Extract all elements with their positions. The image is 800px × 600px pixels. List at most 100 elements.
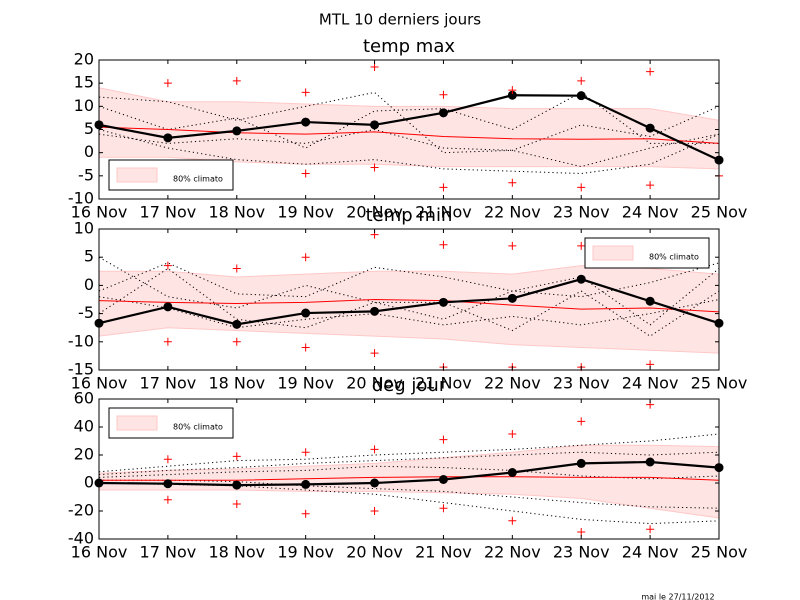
plus-marker xyxy=(232,76,241,85)
plus-marker xyxy=(508,178,517,187)
point-marker xyxy=(507,90,517,100)
x-tick-label: 21 Nov xyxy=(415,374,472,393)
member-line xyxy=(99,479,720,509)
y-tick-label: -20 xyxy=(68,501,94,520)
x-tick-label: 24 Nov xyxy=(622,203,679,222)
x-tick-label: 16 Nov xyxy=(71,374,128,393)
legend-frame xyxy=(108,407,234,439)
x-tick-label: 17 Nov xyxy=(140,203,197,222)
legend-frame xyxy=(584,237,710,269)
plus-marker xyxy=(301,509,310,518)
plus-marker xyxy=(439,90,448,99)
plus-marker xyxy=(301,448,310,457)
point-marker xyxy=(232,319,242,329)
axes-title: temp max xyxy=(363,36,455,57)
legend-label: 80% climato xyxy=(173,175,223,184)
plus-marker xyxy=(370,349,379,358)
y-tick-label: 0 xyxy=(84,275,94,294)
plus-marker xyxy=(163,337,172,346)
series-line xyxy=(98,298,720,313)
member-line xyxy=(98,129,720,175)
y-tick-label: 0 xyxy=(84,142,94,161)
climato-band-edge xyxy=(99,489,720,519)
plus-marker xyxy=(370,445,379,454)
plus-marker xyxy=(232,264,241,273)
plus-marker xyxy=(508,516,517,525)
plus-marker xyxy=(163,79,172,88)
y-tick-label: 0 xyxy=(84,473,94,492)
point-marker xyxy=(232,480,242,490)
legend-swatch xyxy=(592,245,634,261)
plus-marker xyxy=(370,163,379,172)
y-tick-label: 5 xyxy=(84,119,94,138)
plus-marker xyxy=(646,67,655,76)
y-tick-label: 10 xyxy=(74,219,94,238)
x-tick-label: 23 Nov xyxy=(553,374,610,393)
footer: mai le 27/11/2012 xyxy=(641,593,714,600)
axes-title: temp min xyxy=(366,205,453,226)
point-marker xyxy=(301,117,311,127)
y-tick-label: 5 xyxy=(84,247,94,266)
point-marker xyxy=(370,306,380,316)
x-tick-label: 23 Nov xyxy=(553,203,610,222)
y-tick-label: 20 xyxy=(74,445,94,464)
climato-band-edge xyxy=(98,444,720,474)
x-tick-label: 22 Nov xyxy=(484,543,541,562)
x-tick-label: 17 Nov xyxy=(140,374,197,393)
point-marker xyxy=(163,133,173,143)
point-marker xyxy=(438,108,448,118)
y-tick-label: -15 xyxy=(68,360,94,379)
point-marker xyxy=(370,478,380,488)
climato-band-edge xyxy=(98,327,720,354)
point-marker xyxy=(438,475,448,484)
climato-band xyxy=(99,87,719,169)
plus-marker xyxy=(508,430,517,438)
x-tick-label: 25 Nov xyxy=(691,374,748,393)
member-line xyxy=(98,296,720,329)
climato-band-edge xyxy=(98,87,720,121)
point-marker xyxy=(507,293,517,303)
plus-marker xyxy=(301,169,310,178)
x-tick-label: 20 Nov xyxy=(346,543,403,562)
x-tick-label: 19 Nov xyxy=(277,374,334,393)
series-line xyxy=(98,94,720,162)
plus-marker xyxy=(301,343,310,352)
plus-marker xyxy=(439,183,448,192)
plus-marker xyxy=(577,417,586,426)
x-tick-label: 24 Nov xyxy=(622,543,679,562)
point-marker xyxy=(163,479,173,489)
series-line xyxy=(98,460,720,487)
legend-label: 80% climato xyxy=(173,423,223,432)
axes-frame xyxy=(98,398,720,540)
x-tick-label: 16 Nov xyxy=(71,203,128,222)
plus-marker xyxy=(232,337,241,346)
x-tick-label: 17 Nov xyxy=(140,543,197,562)
x-tick-label: 20 Nov xyxy=(346,203,403,222)
plus-marker xyxy=(646,525,655,534)
x-tick-label: 25 Nov xyxy=(691,203,748,222)
x-tick-label: 22 Nov xyxy=(484,374,541,393)
plus-marker xyxy=(646,181,655,190)
point-marker xyxy=(507,468,517,477)
x-tick-label: 18 Nov xyxy=(208,374,265,393)
axes-frame xyxy=(98,228,720,371)
point-marker xyxy=(232,126,242,136)
point-marker xyxy=(301,479,311,489)
series-line xyxy=(99,476,720,481)
y-tick-label: -5 xyxy=(78,303,94,322)
point-marker xyxy=(576,274,586,284)
plus-marker xyxy=(577,76,586,85)
plus-marker xyxy=(577,183,586,192)
x-tick-label: 16 Nov xyxy=(71,543,128,562)
plus-marker xyxy=(439,504,448,513)
x-tick-label: 18 Nov xyxy=(208,543,265,562)
point-marker xyxy=(438,297,448,307)
y-tick-label: -5 xyxy=(78,165,94,184)
x-tick-label: 19 Nov xyxy=(277,543,334,562)
axes-title: deg jour xyxy=(372,375,447,396)
legend-label: 80% climato xyxy=(649,253,699,262)
plus-marker xyxy=(370,507,379,515)
x-tick-label: 18 Nov xyxy=(208,203,265,222)
plus-marker xyxy=(439,240,448,249)
point-marker xyxy=(576,458,586,468)
